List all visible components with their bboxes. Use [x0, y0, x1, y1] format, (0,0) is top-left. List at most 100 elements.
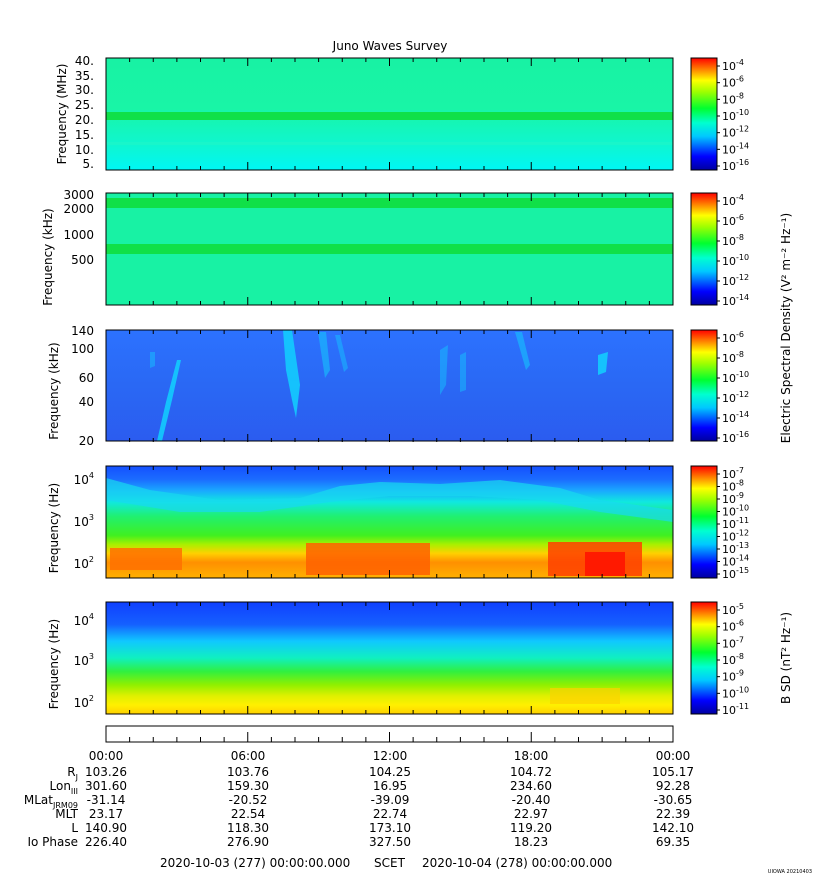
- panel-4-ytick: 102: [74, 555, 94, 571]
- ephemeris-value: 140.90: [85, 821, 127, 835]
- panel-1-ytick: 10.: [75, 143, 94, 157]
- ephemeris-value: 22.74: [373, 807, 407, 821]
- panel-2-band-lower: [106, 244, 673, 254]
- colorbar-tick-label: 10-12: [722, 529, 749, 544]
- ephemeris-value: 18.23: [514, 835, 548, 849]
- ephemeris-value: 103.76: [227, 765, 269, 779]
- colorbar-tick-label: 10-6: [722, 213, 744, 228]
- colorbar-2: [690, 192, 718, 306]
- panel-1-ytick: 35.: [75, 69, 94, 83]
- panel-1-ytick: 20.: [75, 113, 94, 127]
- panel-1: 40. 35. 30. 25. 20. 15. 10. 5. Frequency…: [55, 54, 674, 171]
- colorbar-label-magnetic: B SD (nT² Hz⁻¹): [779, 612, 793, 704]
- colorbar-tick-label: 10-10: [722, 108, 749, 123]
- footer-scet-label: SCET: [374, 856, 406, 870]
- colorbar-tick-label: 10-12: [722, 273, 749, 288]
- ephemeris-label: RJ: [67, 765, 78, 782]
- panel-1-yticks: 40. 35. 30. 25. 20. 15. 10. 5.: [75, 54, 94, 171]
- ephemeris-value: 327.50: [369, 835, 411, 849]
- panel-tick-marks: [105, 58, 674, 742]
- panel-5-yticks: 104 103 102: [74, 612, 94, 710]
- footer-start-time: 2020-10-03 (277) 00:00:00.000: [160, 856, 350, 870]
- ephemeris-value: 103.26: [85, 765, 127, 779]
- colorbar-tick-label: 10-7: [722, 635, 744, 650]
- panel-1-band-21mhz: [106, 112, 673, 120]
- ephemeris-value: 22.97: [514, 807, 548, 821]
- colorbar-tick-label: 10-8: [722, 479, 744, 494]
- ephemeris-table: RJ LonIII MLatJRM09 MLT L Io Phase 103.2…: [24, 765, 694, 849]
- panel-3-bursts: [150, 330, 608, 441]
- panel-2-ytick: 2000: [63, 202, 94, 216]
- panel-5-ytick: 103: [74, 652, 94, 668]
- ephemeris-label: L: [71, 821, 78, 835]
- panel-2-yticks: 3000 2000 1000 500: [63, 188, 94, 267]
- footer-end-time: 2020-10-04 (278) 00:00:00.000: [422, 856, 612, 870]
- ephemeris-value: 104.72: [510, 765, 552, 779]
- ephemeris-label: Io Phase: [27, 835, 78, 849]
- panel-3-ytick: 40: [79, 395, 94, 409]
- colorbar-5: [690, 601, 718, 715]
- panel-1-ytick: 25.: [75, 98, 94, 112]
- ephemeris-value: -30.65: [654, 793, 693, 807]
- panel-1-band-faint: [106, 142, 673, 145]
- colorbar-tick-label: 10-16: [722, 430, 749, 445]
- panel-5-emission: [550, 688, 620, 704]
- panel-3-ytick: 100: [71, 342, 94, 356]
- ephemeris-value: 173.10: [369, 821, 411, 835]
- colorbar-tick-label: 10-15: [722, 566, 749, 581]
- panel-4-yticks: 104 103 102: [74, 471, 94, 571]
- ephemeris-label: MLT: [55, 807, 78, 821]
- panel-3-ytick: 60: [79, 371, 94, 385]
- colorbar-tick-label: 10-8: [722, 652, 744, 667]
- panel-3-burst: [460, 352, 466, 392]
- panel-3-ytick: 20: [79, 434, 94, 448]
- time-tick-label: 18:00: [514, 749, 549, 763]
- ephemeris-value: 226.40: [85, 835, 127, 849]
- colorbars: 10-410-610-810-1010-1210-1410-1610-410-6…: [690, 57, 749, 717]
- colorbar-tick-label: 10-10: [722, 370, 749, 385]
- colorbar-tick-label: 10-8: [722, 350, 744, 365]
- colorbar-tick-label: 10-8: [722, 233, 744, 248]
- colorbar-tick-label: 10-14: [722, 141, 749, 156]
- ephemeris-value: 234.60: [510, 779, 552, 793]
- panel-3-burst: [283, 330, 300, 418]
- ephemeris-value: 159.30: [227, 779, 269, 793]
- ephemeris-value: 276.90: [227, 835, 269, 849]
- colorbar-tick-label: 10-11: [722, 702, 749, 717]
- colorbar-tick-label: 10-12: [722, 125, 749, 140]
- colorbar-tick-label: 10-13: [722, 541, 749, 556]
- colorbar-tick-label: 10-14: [722, 410, 749, 425]
- panel-3-yticks: 140 100 60 40 20: [71, 324, 94, 448]
- colorbar-tick-label: 10-4: [722, 193, 744, 208]
- panel-2-ylabel: Frequency (kHz): [41, 208, 55, 305]
- colorbar-tick-label: 10-6: [722, 619, 744, 634]
- panel-3-burst: [335, 335, 348, 372]
- colorbar-4: [690, 465, 718, 579]
- ephemeris-value: -20.52: [229, 793, 268, 807]
- production-stamp: UIOWA 20210403: [768, 869, 812, 875]
- colorbar-tick-label: 10-6: [722, 330, 744, 345]
- panel-4-ytick: 104: [74, 471, 94, 487]
- colorbar-tick-label: 10-10: [722, 685, 749, 700]
- time-tick-label: 00:00: [656, 749, 691, 763]
- panel-3-spectrogram: [106, 330, 673, 441]
- colorbar-tick-label: 10-14: [722, 554, 749, 569]
- colorbar-3: [690, 329, 718, 442]
- ephemeris-value: 118.30: [227, 821, 269, 835]
- panel-4-emission: [585, 552, 625, 576]
- panel-3-burst: [515, 332, 530, 370]
- colorbar-tick-label: 10-7: [722, 466, 744, 481]
- panel-4-emission: [110, 548, 182, 570]
- colorbar-tick-label: 10-9: [722, 491, 744, 506]
- colorbar-tick-label: 10-12: [722, 390, 749, 405]
- colorbar-1: [690, 57, 718, 171]
- panel-4: 104 103 102 Frequency (Hz): [47, 465, 674, 579]
- panel-4-cyan-boundary: [106, 478, 673, 522]
- colorbar-label-electric: Electric Spectral Density (V² m⁻² Hz⁻¹): [779, 213, 793, 443]
- panel-3-burst: [157, 360, 181, 441]
- panel-1-ylabel: Frequency (MHz): [55, 64, 69, 165]
- colorbar-tick-label: 10-14: [722, 293, 749, 308]
- panel-4-emission: [306, 543, 430, 575]
- time-tick-label: 12:00: [373, 749, 408, 763]
